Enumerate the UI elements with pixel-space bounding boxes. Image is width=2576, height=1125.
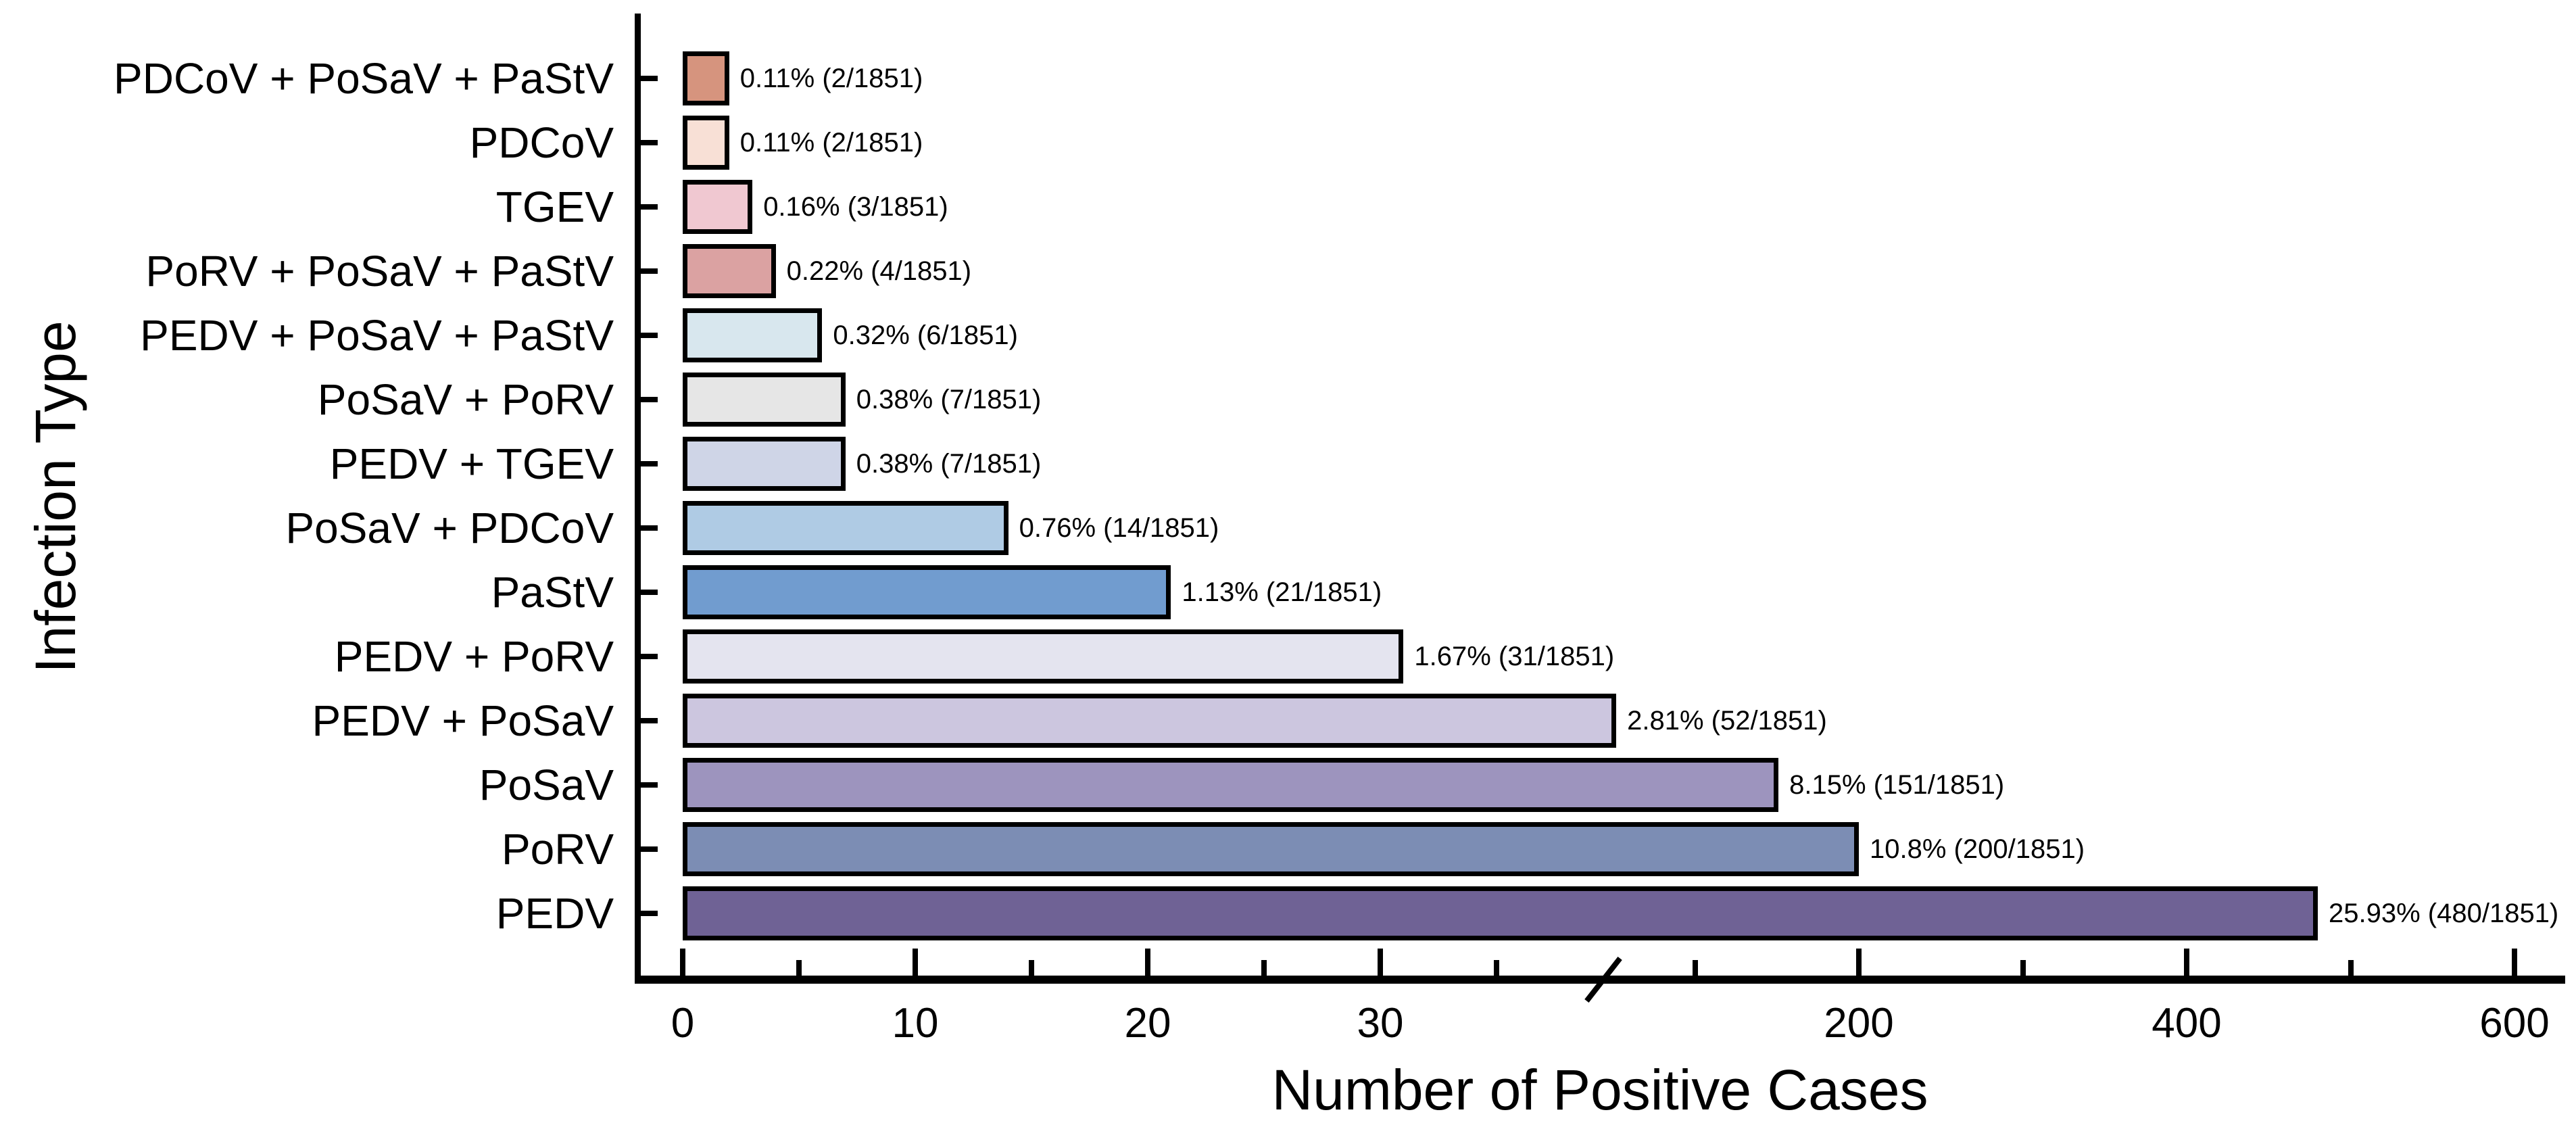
bar-value-label: 0.32% (6/1851) bbox=[833, 320, 1018, 350]
y-axis-tick bbox=[640, 333, 658, 338]
x-axis-major-tick bbox=[1378, 949, 1383, 976]
x-axis-minor-tick bbox=[2020, 960, 2026, 976]
x-axis-major-tick bbox=[913, 949, 918, 976]
y-axis-tick bbox=[640, 204, 658, 210]
x-axis-minor-tick bbox=[1494, 960, 1499, 976]
bar bbox=[683, 694, 1617, 748]
bar bbox=[683, 758, 1779, 812]
x-axis-title: Number of Positive Cases bbox=[1271, 1058, 1928, 1122]
bar bbox=[683, 308, 823, 362]
bar-value-label: 0.22% (4/1851) bbox=[786, 256, 972, 286]
y-axis-tick bbox=[640, 846, 658, 852]
bar bbox=[683, 437, 846, 491]
category-label: PoSaV + PoRV bbox=[317, 375, 614, 424]
bar bbox=[683, 629, 1404, 684]
bar-value-label: 8.15% (151/1851) bbox=[1789, 770, 2005, 800]
x-axis-tick-label: 200 bbox=[1824, 1000, 1894, 1047]
category-label: PEDV + TGEV bbox=[329, 439, 614, 488]
y-axis-tick bbox=[640, 268, 658, 274]
x-axis-tick-label: 600 bbox=[2479, 1000, 2550, 1047]
x-axis-tick-label: 400 bbox=[2152, 1000, 2222, 1047]
x-axis-major-tick bbox=[1145, 949, 1150, 976]
y-axis-tick bbox=[640, 590, 658, 595]
x-axis-major-tick bbox=[2184, 949, 2189, 976]
category-label: PoRV bbox=[501, 825, 614, 873]
bar-value-label: 0.11% (2/1851) bbox=[739, 64, 923, 93]
x-axis-major-tick bbox=[680, 949, 685, 976]
y-axis-tick bbox=[640, 461, 658, 466]
y-axis-tick bbox=[640, 397, 658, 402]
category-label: PoRV + PoSaV + PaStV bbox=[145, 247, 614, 295]
bar bbox=[683, 244, 776, 298]
bar bbox=[683, 565, 1171, 619]
bar bbox=[683, 822, 1859, 876]
y-axis-tick bbox=[640, 654, 658, 659]
x-axis-major-tick bbox=[2512, 949, 2517, 976]
x-axis-tick-label: 30 bbox=[1357, 1000, 1404, 1047]
bar bbox=[683, 501, 1008, 555]
y-axis-tick bbox=[640, 911, 658, 916]
x-axis-minor-tick bbox=[796, 960, 802, 976]
x-axis-major-tick bbox=[1856, 949, 1862, 976]
bar-value-label: 0.16% (3/1851) bbox=[763, 192, 948, 222]
category-label: TGEV bbox=[495, 183, 614, 231]
x-axis-tick-label: 10 bbox=[892, 1000, 939, 1047]
bar bbox=[683, 180, 753, 234]
y-axis-tick bbox=[640, 782, 658, 788]
category-label: PDCoV + PoSaV + PaStV bbox=[114, 54, 614, 103]
category-label: PEDV + PoSaV bbox=[312, 696, 614, 745]
bar-value-label: 1.67% (31/1851) bbox=[1414, 642, 1615, 671]
bar-value-label: 0.38% (7/1851) bbox=[856, 385, 1042, 414]
category-label: PaStV bbox=[491, 568, 614, 617]
bar bbox=[683, 373, 846, 427]
bar-value-label: 0.38% (7/1851) bbox=[856, 449, 1042, 479]
y-axis-tick bbox=[640, 140, 658, 145]
x-axis-minor-tick bbox=[2348, 960, 2354, 976]
x-axis-minor-tick bbox=[1029, 960, 1034, 976]
bar-value-label: 10.8% (200/1851) bbox=[1870, 834, 2085, 864]
bar bbox=[683, 51, 729, 105]
category-label: PDCoV bbox=[469, 118, 614, 167]
bar-value-label: 1.13% (21/1851) bbox=[1182, 577, 1382, 607]
bar bbox=[683, 116, 729, 170]
category-label: PEDV + PoSaV + PaStV bbox=[140, 311, 614, 360]
y-axis-tick bbox=[640, 718, 658, 723]
x-axis-minor-tick bbox=[1261, 960, 1267, 976]
x-axis-minor-tick bbox=[1692, 960, 1698, 976]
category-label: PEDV bbox=[495, 889, 614, 938]
y-axis-tick bbox=[640, 525, 658, 531]
bar-value-label: 0.76% (14/1851) bbox=[1019, 513, 1219, 543]
category-label: PoSaV + PDCoV bbox=[285, 504, 614, 552]
x-axis-tick-label: 0 bbox=[671, 1000, 695, 1047]
bar-value-label: 2.81% (52/1851) bbox=[1627, 706, 1827, 736]
y-axis-title: Infection Type bbox=[24, 320, 87, 673]
y-axis-line bbox=[635, 14, 641, 984]
category-label: PEDV + PoRV bbox=[334, 632, 614, 681]
bar bbox=[683, 886, 2318, 940]
x-axis-tick-label: 20 bbox=[1124, 1000, 1171, 1047]
category-label: PoSaV bbox=[479, 761, 614, 809]
bar-value-label: 0.11% (2/1851) bbox=[739, 128, 923, 158]
bar-value-label: 25.93% (480/1851) bbox=[2329, 899, 2559, 928]
y-axis-tick bbox=[640, 76, 658, 81]
